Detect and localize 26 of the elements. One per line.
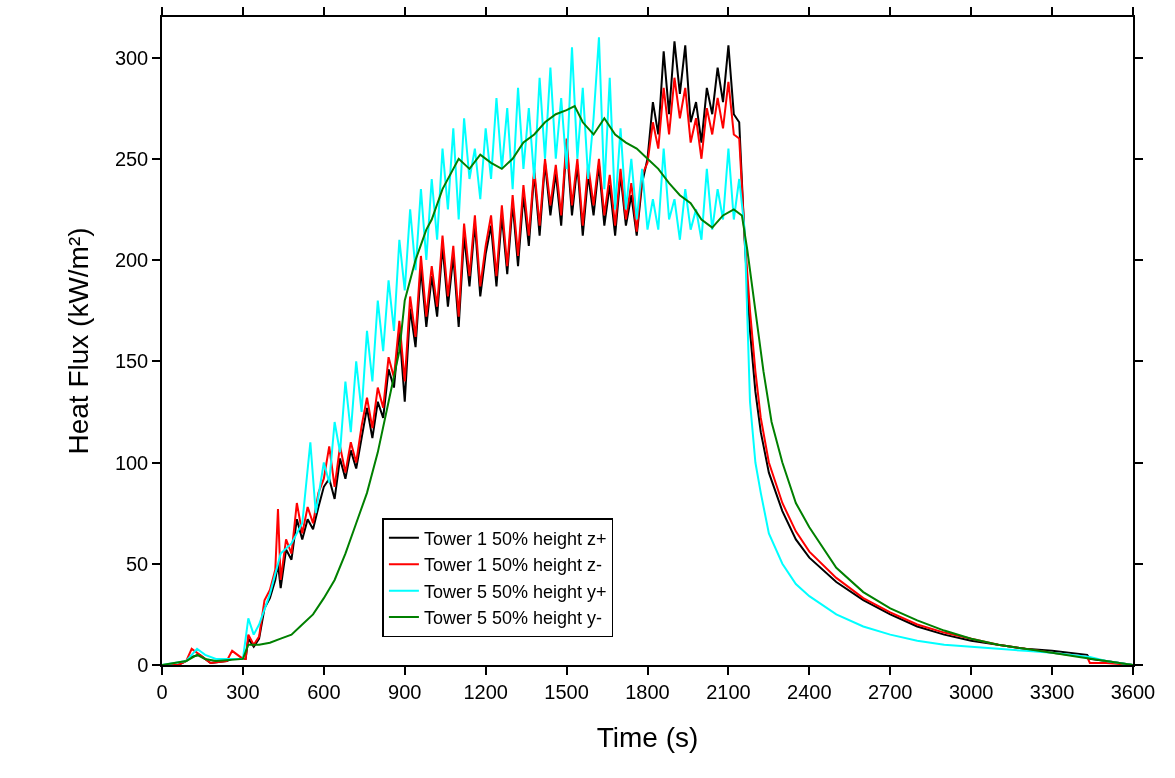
x-tick-label: 1800 [625, 680, 670, 703]
x-tick-label: 2100 [706, 680, 751, 703]
x-tick-label: 2700 [868, 680, 913, 703]
y-tick-label: 50 [126, 552, 149, 575]
legend-label: Tower 1 50% height z- [423, 555, 603, 576]
x-tick-label: 0 [156, 680, 168, 703]
x-tick-label: 600 [307, 680, 341, 703]
y-tick-label: 250 [114, 147, 149, 170]
x-tick-label: 3300 [1029, 680, 1075, 703]
x-tick-label: 3600 [1110, 680, 1156, 703]
legend-label: Tower 5 50% height y- [423, 608, 603, 629]
x-tick-label: 2400 [787, 680, 832, 703]
x-tick-label: 900 [388, 680, 422, 703]
x-tick-label: 1500 [544, 680, 589, 703]
legend-label: Tower 5 50% height y+ [423, 581, 607, 602]
x-tick-label: 3000 [948, 680, 994, 703]
y-tick-label: 150 [114, 350, 149, 373]
x-axis-title: Time (s) [596, 722, 699, 754]
y-tick-label: 100 [114, 451, 149, 474]
y-tick-label: 0 [137, 654, 149, 676]
y-tick-label: 300 [114, 46, 149, 69]
x-tick-label: 1200 [463, 680, 508, 703]
x-tick-label: 300 [226, 680, 260, 703]
y-tick-label: 200 [114, 249, 149, 271]
legend-label: Tower 1 50% height z+ [423, 528, 607, 549]
y-axis-title: Heat Flux (kW/m²) [63, 227, 95, 455]
